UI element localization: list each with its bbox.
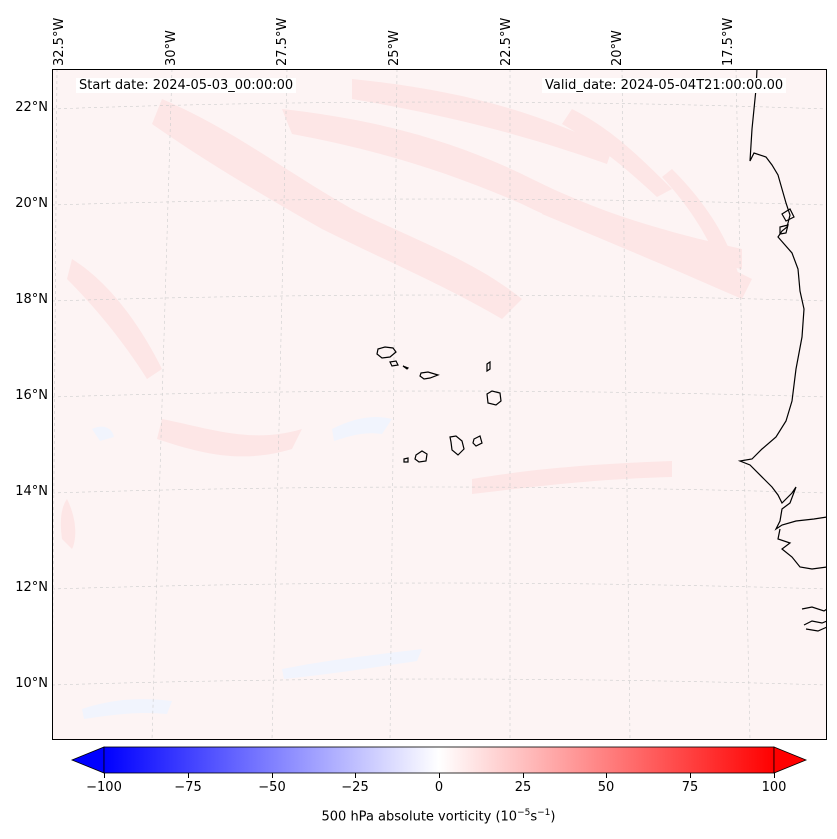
- cape-verde-islands: [376, 346, 502, 463]
- colorbar-tickmark: [523, 773, 524, 778]
- lat-label-10n: 10°N: [15, 676, 48, 691]
- colorbar-tickmark: [439, 773, 440, 778]
- lon-label-20w: 20°W: [610, 30, 625, 66]
- colorbar-label-mid: s: [530, 809, 538, 825]
- colorbar-tickmark: [272, 773, 273, 778]
- africa-coastline: [737, 69, 827, 632]
- lon-label-30w: 30°W: [164, 30, 179, 66]
- map-frame: [52, 69, 827, 740]
- colorbar-tick-label: 50: [597, 780, 615, 795]
- colorbar-label-suffix: ): [550, 809, 556, 825]
- colorbar-tickmark: [355, 773, 356, 778]
- colorbar-tickmark: [606, 773, 607, 778]
- colorbar-tick-label: −75: [174, 780, 202, 795]
- colorbar-label-prefix: 500 hPa absolute vorticity (10: [321, 809, 518, 825]
- lon-label-32-5w: 32.5°W: [52, 17, 67, 66]
- lon-label-17-5w: 17.5°W: [721, 17, 736, 66]
- colorbar-tickmark: [774, 773, 775, 778]
- colorbar-label: 500 hPa absolute vorticity (10−5s−1): [20, 808, 837, 824]
- colorbar-extend-min: [70, 746, 105, 774]
- valid-date-label: Valid_date: 2024-05-04T21:00:00.00: [542, 78, 787, 93]
- lat-label-20n: 20°N: [15, 196, 48, 211]
- colorbar-tick-label: 0: [434, 780, 444, 795]
- colorbar-tick-label: −25: [341, 780, 369, 795]
- map-gridlines: [52, 69, 827, 740]
- lat-label-12n: 12°N: [15, 580, 48, 595]
- lat-label-16n: 16°N: [15, 388, 48, 403]
- colorbar-label-exp2: −1: [537, 808, 551, 818]
- map-panel: [52, 69, 827, 740]
- colorbar-tickmark: [188, 773, 189, 778]
- negative-vorticity-patches: [82, 417, 422, 719]
- colorbar-body: [103, 746, 775, 774]
- positive-vorticity-patches: [60, 79, 752, 549]
- lat-label-14n: 14°N: [15, 484, 48, 499]
- colorbar-tick-label: −50: [258, 780, 286, 795]
- lon-label-25w: 25°W: [387, 30, 402, 66]
- colorbar-extend-max: [773, 746, 808, 774]
- colorbar-tickmark: [104, 773, 105, 778]
- lon-label-27-5w: 27.5°W: [275, 17, 290, 66]
- lon-label-22-5w: 22.5°W: [499, 17, 514, 66]
- colorbar-tickmark: [690, 773, 691, 778]
- colorbar-label-exp1: −5: [517, 808, 531, 818]
- colorbar-tick-label: 25: [514, 780, 532, 795]
- vorticity-field-background: [52, 69, 827, 740]
- lat-label-18n: 18°N: [15, 292, 48, 307]
- colorbar-tick-label: 75: [681, 780, 699, 795]
- colorbar: [70, 746, 808, 774]
- start-date-label: Start date: 2024-05-03_00:00:00: [76, 78, 297, 93]
- lat-label-22n: 22°N: [15, 100, 48, 115]
- colorbar-tick-label: 100: [761, 780, 787, 795]
- colorbar-tick-label: −100: [86, 780, 122, 795]
- vorticity-map: [52, 69, 827, 740]
